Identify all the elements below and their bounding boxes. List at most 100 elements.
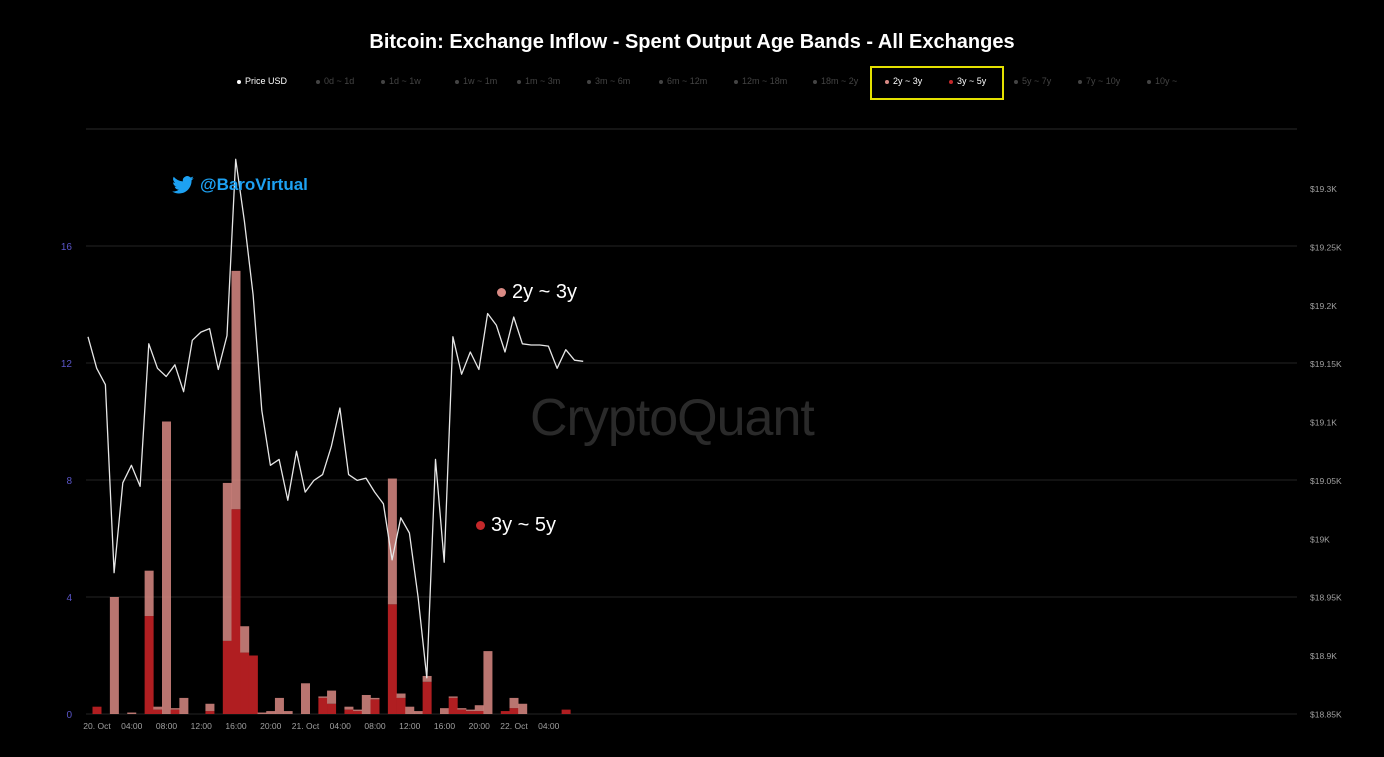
bar-3y-5y: [466, 711, 476, 714]
x-axis-tick-label: 22. Oct: [500, 721, 528, 731]
bar-3y-5y: [448, 697, 458, 714]
bar-2y-3y: [127, 712, 137, 714]
legend-dot: [1014, 79, 1018, 84]
legend-item[interactable]: 3m ~ 6m: [587, 76, 630, 86]
legend-dot: [455, 79, 459, 84]
legend-highlight-box: [870, 66, 1004, 100]
x-axis-tick-label: 16:00: [225, 721, 247, 731]
bar-3y-5y: [205, 711, 215, 714]
bar-2y-3y: [301, 683, 310, 714]
legend-item[interactable]: 3y ~ 5y: [949, 76, 986, 86]
annotation-2y-3y-dot: [497, 288, 506, 297]
bar-3y-5y: [396, 697, 406, 714]
bar-2y-3y: [440, 708, 449, 714]
legend-label: 1w ~ 1m: [463, 76, 498, 86]
bar-2y-3y: [387, 478, 397, 605]
legend-dot: [1147, 79, 1151, 84]
bar-2y-3y: [109, 597, 119, 714]
legend-label: 2y ~ 3y: [893, 76, 923, 86]
bar-2y-3y: [353, 709, 363, 712]
bar-2y-3y: [153, 706, 163, 710]
bar-3y-5y: [370, 699, 380, 714]
right-axis-tick-label: $19.05K: [1310, 476, 1342, 486]
legend-item[interactable]: 5y ~ 7y: [1014, 76, 1051, 86]
x-axis-tick-label: 08:00: [156, 721, 178, 731]
legend-dot: [237, 79, 241, 84]
bar-3y-5y: [240, 652, 250, 714]
legend-item[interactable]: 1w ~ 1m: [455, 76, 497, 86]
annotation-3y-5y-label: 3y ~ 5y: [491, 514, 557, 536]
bar-3y-5y: [153, 709, 163, 714]
twitter-bird-icon: [172, 176, 194, 194]
right-axis-tick-label: $18.95K: [1310, 593, 1342, 603]
x-axis-tick-label: 04:00: [330, 721, 352, 731]
bar-3y-5y: [318, 697, 328, 714]
bar-2y-3y: [448, 696, 458, 698]
bar-3y-5y: [457, 709, 467, 714]
watermark: CryptoQuant: [530, 389, 815, 447]
legend-item[interactable]: 10y ~: [1147, 76, 1177, 86]
x-axis-tick-label: 20:00: [469, 721, 491, 731]
left-axis-tick-label: 4: [66, 593, 72, 604]
right-axis-tick-label: $19K: [1310, 534, 1330, 544]
legend-label: 6m ~ 12m: [667, 76, 708, 86]
right-axis-tick-label: $19.2K: [1310, 301, 1337, 311]
right-axis-tick-label: $19.1K: [1310, 418, 1337, 428]
left-axis-tick-label: 16: [61, 242, 73, 253]
legend-item[interactable]: 12m ~ 18m: [734, 76, 787, 86]
right-axis-tick-label: $18.9K: [1310, 651, 1337, 661]
legend-item[interactable]: 1m ~ 3m: [517, 76, 560, 86]
legend-label: 3m ~ 6m: [595, 76, 631, 86]
x-axis-tick-label: 20:00: [260, 721, 282, 731]
bar-3y-5y: [92, 706, 102, 714]
legend-item[interactable]: 0d ~ 1d: [316, 76, 354, 86]
bar-3y-5y: [344, 709, 354, 714]
legend-item[interactable]: 2y ~ 3y: [885, 76, 922, 86]
bar-2y-3y: [144, 570, 154, 617]
annotation-2y-3y: 2y ~ 3y: [497, 281, 577, 304]
bar-2y-3y: [266, 711, 276, 714]
x-axis-tick-label: 12:00: [399, 721, 421, 731]
twitter-handle: @BaroVirtual: [200, 175, 308, 194]
legend-label: 3y ~ 5y: [957, 76, 987, 86]
legend-item[interactable]: 1d ~ 1w: [381, 76, 421, 86]
legend-label: 1d ~ 1w: [389, 76, 421, 86]
right-axis-tick-label: $19.15K: [1310, 359, 1342, 369]
x-axis-tick-label: 04:00: [121, 721, 143, 731]
legend-label: 1m ~ 3m: [525, 76, 561, 86]
legend-label: 5y ~ 7y: [1022, 76, 1052, 86]
legend-label: 0d ~ 1d: [324, 76, 355, 86]
legend-dot: [381, 79, 385, 84]
bar-2y-3y: [344, 706, 354, 710]
bar-2y-3y: [274, 697, 284, 714]
bar-2y-3y: [327, 690, 337, 704]
bar-3y-5y: [144, 616, 154, 714]
right-axis: $18.85K $18.9K $18.95K $19K $19.05K $19.1K $19…: [1310, 184, 1342, 720]
bar-3y-5y: [422, 681, 432, 714]
right-axis-tick-label: $19.25K: [1310, 242, 1342, 252]
bar-3y-5y: [387, 604, 397, 714]
legend-label: 18m ~ 2y: [821, 76, 859, 86]
bar-3y-5y: [474, 711, 484, 714]
legend-item[interactable]: Price USD: [237, 76, 287, 86]
bar-3y-5y: [561, 709, 571, 714]
bar-3y-5y: [509, 708, 519, 714]
bar-2y-3y: [474, 705, 484, 712]
x-axis-tick-label: 08:00: [364, 721, 386, 731]
bar-2y-3y: [396, 693, 406, 698]
legend-item[interactable]: 6m ~ 12m: [659, 76, 707, 86]
legend-item[interactable]: 7y ~ 10y: [1078, 76, 1120, 86]
bar-2y-3y: [466, 709, 476, 712]
bar-3y-5y: [170, 709, 180, 714]
x-axis-tick-label: 12:00: [191, 721, 213, 731]
legend-label: 7y ~ 10y: [1086, 76, 1121, 86]
chart-title: Bitcoin: Exchange Inflow - Spent Output …: [369, 31, 1015, 53]
bar-2y-3y: [231, 270, 241, 510]
x-axis: 20. Oct 04:00 08:00 12:00 16:00 20:00 21. Oct 0…: [83, 721, 559, 731]
legend-label: Price USD: [245, 76, 288, 86]
bar-3y-5y: [500, 711, 510, 714]
legend-item[interactable]: 18m ~ 2y: [813, 76, 858, 86]
legend-label: 10y ~: [1155, 76, 1178, 86]
bar-2y-3y: [257, 712, 267, 714]
